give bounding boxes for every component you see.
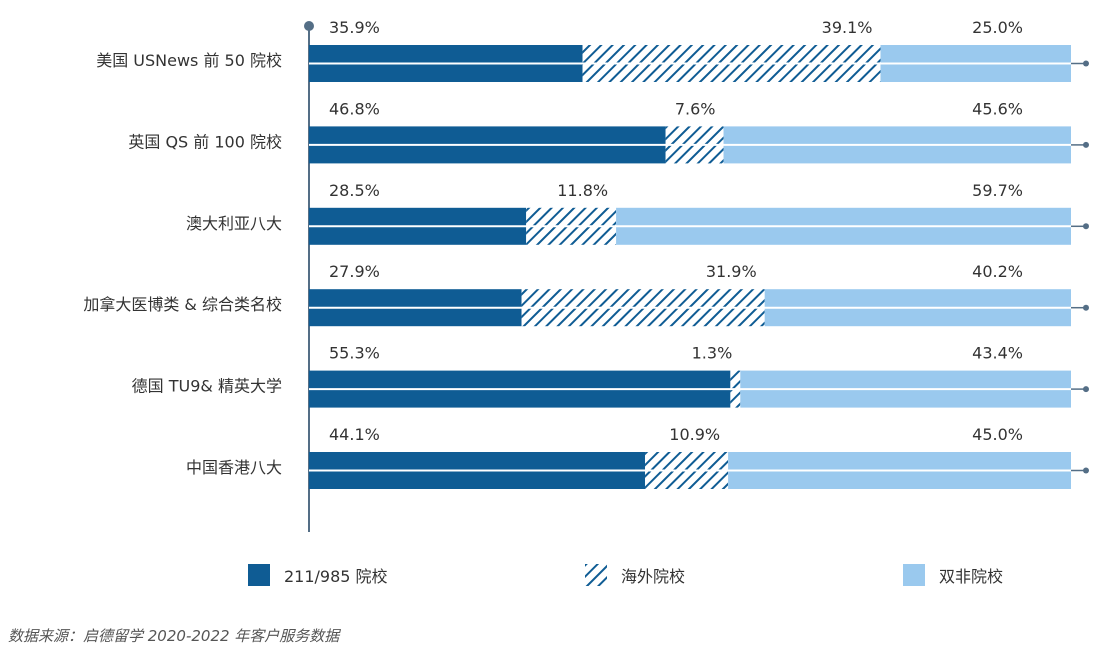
legend-label: 211/985 院校	[284, 567, 388, 586]
data-label: 43.4%	[972, 344, 1023, 363]
bar-tail-dot	[1083, 60, 1089, 67]
data-label: 35.9%	[329, 18, 380, 37]
data-label: 31.9%	[706, 262, 757, 281]
category-label: 加拿大医博类 & 综合类名校	[83, 295, 282, 314]
data-label: 55.3%	[329, 344, 380, 363]
data-label: 28.5%	[329, 181, 380, 200]
data-label: 11.8%	[557, 181, 608, 200]
data-label: 45.6%	[972, 99, 1023, 118]
legend-swatch-solid-dark	[248, 564, 270, 586]
category-label: 美国 USNews 前 50 院校	[96, 51, 282, 70]
bar-tail-dot	[1083, 141, 1089, 148]
category-label: 中国香港八大	[186, 458, 282, 477]
category-label: 澳大利亚八大	[186, 214, 282, 233]
data-label: 59.7%	[972, 181, 1023, 200]
legend-item-non-211: 双非院校	[903, 563, 1003, 587]
bar-tail-dot	[1083, 223, 1089, 230]
category-label: 英国 QS 前 100 院校	[128, 132, 282, 151]
bar-tail-dot	[1083, 467, 1089, 474]
legend-swatch-solid-light	[903, 564, 925, 586]
data-label: 10.9%	[669, 425, 720, 444]
data-label: 44.1%	[329, 425, 380, 444]
y-axis-top-dot	[304, 21, 314, 31]
data-source-note: 数据来源：启德留学 2020-2022 年客户服务数据	[8, 627, 340, 645]
data-label: 45.0%	[972, 425, 1023, 444]
bar-tail-dot	[1083, 386, 1089, 393]
data-label: 46.8%	[329, 99, 380, 118]
legend-item-211-985: 211/985 院校	[248, 563, 388, 587]
bar-tail-dot	[1083, 304, 1089, 311]
data-label: 1.3%	[692, 344, 733, 363]
legend-label: 双非院校	[939, 567, 1004, 586]
data-label: 25.0%	[972, 18, 1023, 37]
data-label: 40.2%	[972, 262, 1023, 281]
legend-item-overseas: 海外院校	[585, 563, 685, 587]
data-label: 39.1%	[822, 18, 873, 37]
category-label: 德国 TU9& 精英大学	[132, 377, 282, 396]
data-label: 7.6%	[675, 99, 716, 118]
stacked-bar-chart: 美国 USNews 前 50 院校 35.9% 39.1% 25.0% 英国 QS 前 …	[83, 18, 1089, 532]
legend-label: 海外院校	[621, 567, 686, 586]
data-label: 27.9%	[329, 262, 380, 281]
legend-swatch-hatched	[585, 564, 607, 586]
